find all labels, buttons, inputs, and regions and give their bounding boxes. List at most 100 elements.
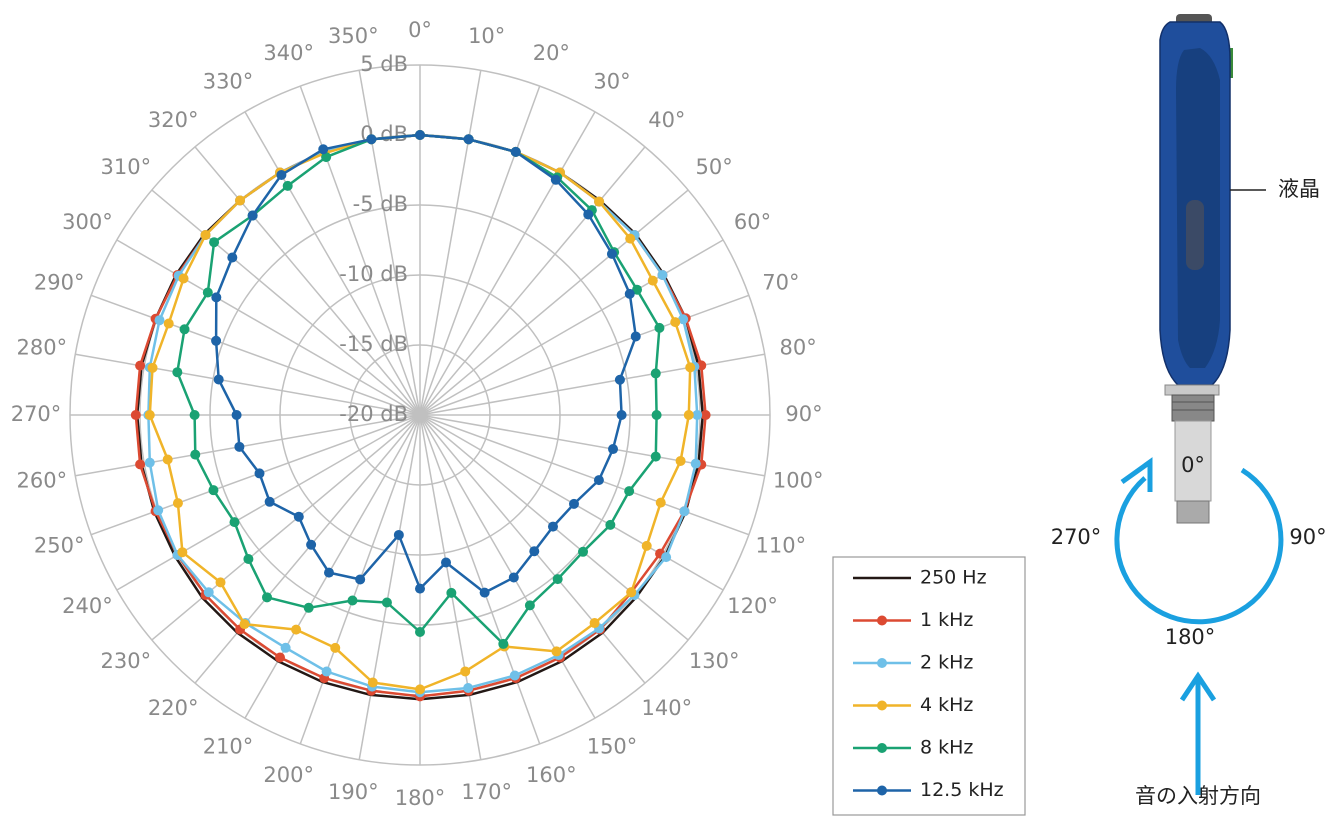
spoke: [419, 414, 750, 536]
angle-label: 140°: [642, 696, 693, 720]
point: [625, 233, 636, 244]
point: [415, 627, 425, 637]
spoke: [358, 414, 421, 760]
point: [594, 196, 605, 207]
spoke: [299, 85, 421, 416]
spoke: [194, 146, 421, 416]
point: [624, 486, 635, 497]
point: [605, 519, 616, 530]
point: [479, 587, 490, 598]
point: [552, 574, 563, 585]
spoke: [358, 70, 421, 416]
angle-label: 0°: [408, 18, 432, 42]
legend-box: [832, 556, 1026, 816]
point: [509, 670, 520, 681]
point: [678, 314, 689, 325]
point: [608, 444, 619, 455]
point: [614, 374, 625, 385]
angle-label: 310°: [101, 155, 152, 179]
point: [510, 146, 521, 157]
point: [547, 521, 558, 532]
point: [568, 498, 579, 509]
point: [135, 360, 146, 371]
angle-label: 160°: [526, 763, 577, 787]
point: [135, 459, 146, 470]
point: [321, 666, 332, 677]
legend-label: 12.5 kHz: [920, 779, 1004, 801]
angle-label: 260°: [17, 469, 68, 493]
angle-label: 30°: [593, 69, 630, 93]
point: [650, 451, 661, 462]
point: [330, 642, 341, 653]
spoke: [419, 146, 646, 416]
point: [624, 288, 635, 299]
point: [661, 552, 672, 563]
callout: 液晶: [1278, 177, 1320, 201]
point: [460, 666, 471, 677]
angle-label: 80°: [780, 335, 817, 359]
point: [306, 539, 317, 550]
point: [366, 134, 377, 145]
direction-arrows: [1114, 457, 1284, 795]
point: [650, 368, 661, 379]
caption: 音の入射方向: [1135, 784, 1261, 808]
point: [679, 506, 690, 517]
r-tick-label: -10 dB: [339, 262, 408, 286]
polar-plot: [130, 130, 711, 702]
legend-label: 1 kHz: [920, 609, 973, 631]
point: [415, 684, 425, 695]
point: [254, 468, 265, 479]
point: [655, 497, 666, 508]
point: [616, 410, 627, 420]
angle-label: 340°: [263, 41, 314, 65]
point: [606, 248, 617, 259]
angle-label: 130°: [689, 649, 740, 673]
point: [654, 322, 665, 333]
point: [578, 546, 589, 557]
point: [626, 587, 637, 598]
point: [463, 134, 474, 145]
point: [683, 410, 694, 420]
point: [211, 335, 222, 346]
point: [190, 449, 201, 460]
angle-label: 210°: [203, 735, 254, 759]
spoke: [419, 414, 482, 760]
angle-label: 150°: [587, 735, 638, 759]
angle-label: 90°: [785, 402, 822, 426]
point: [293, 511, 304, 522]
point: [583, 209, 594, 220]
point: [247, 210, 258, 221]
point: [227, 252, 238, 263]
point: [550, 174, 561, 185]
spoke: [151, 189, 421, 416]
point: [355, 574, 366, 585]
spoke: [419, 353, 765, 416]
point: [163, 318, 174, 329]
point: [641, 540, 652, 551]
point: [524, 600, 535, 611]
point: [690, 458, 701, 469]
point: [147, 362, 158, 373]
point: [239, 619, 250, 630]
spoke: [419, 294, 750, 416]
angle-label: 60°: [734, 210, 771, 234]
point: [303, 602, 314, 613]
angle-label: 180°: [395, 786, 446, 810]
point: [651, 410, 662, 420]
angle-label: 240°: [62, 594, 113, 618]
point: [685, 362, 696, 373]
spoke: [90, 294, 421, 416]
point: [179, 324, 190, 335]
spoke: [194, 414, 421, 684]
point: [498, 638, 509, 649]
point: [211, 292, 222, 303]
legend-marker: [877, 743, 887, 753]
point: [670, 317, 681, 328]
point: [367, 677, 378, 688]
angle-label: 270°: [11, 402, 62, 426]
spoke: [419, 414, 765, 477]
polar-grid: 0° 10° 20° 30° 40° 50° 60° 70° 80° 90° 100° 110° 120…: [11, 18, 824, 810]
legend-marker: [877, 785, 887, 796]
legend-marker: [877, 700, 887, 711]
r-tick-label: -5 dB: [353, 192, 408, 216]
